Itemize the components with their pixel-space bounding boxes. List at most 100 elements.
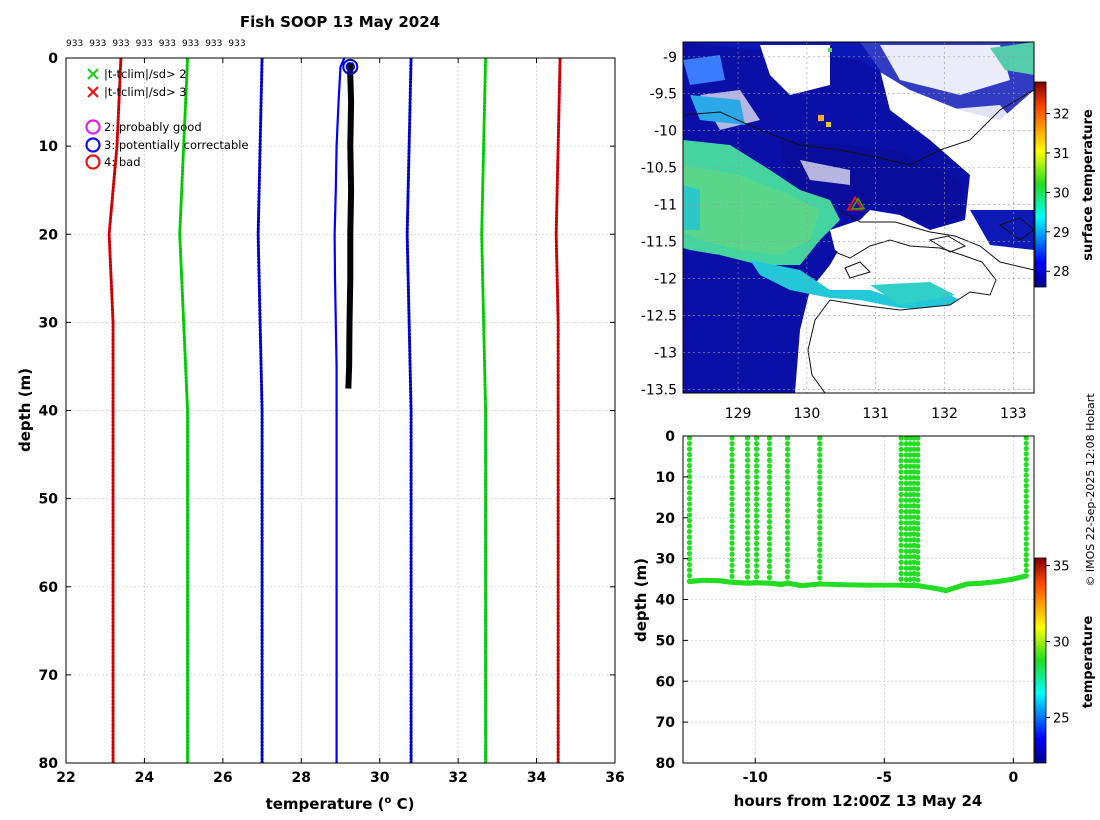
cast-point <box>911 542 917 548</box>
cast-point <box>729 518 735 524</box>
profile-xlabel-end: C) <box>391 795 414 813</box>
legend-x-symbol <box>87 68 99 80</box>
cast-point <box>766 513 773 519</box>
cast-point <box>766 468 773 475</box>
cast-point <box>817 502 823 508</box>
top-count-label: 933 <box>228 39 245 49</box>
cast-point <box>1023 525 1029 531</box>
cast-point <box>686 457 693 463</box>
profile-legend: |t-tclim|/sd> 2 |t-tclim|/sd> 3 2: probabl… <box>85 67 249 170</box>
cast-point <box>817 469 823 475</box>
cast-point <box>744 463 751 469</box>
cast-point <box>1023 536 1029 542</box>
cast-point <box>784 552 791 558</box>
cast-point <box>898 469 904 475</box>
cast-point <box>907 463 913 469</box>
cast-point <box>766 507 773 514</box>
cast-point <box>753 574 760 580</box>
cast-point <box>915 583 921 589</box>
cast-point <box>915 480 921 487</box>
cast-point <box>686 468 693 474</box>
cast-point <box>907 582 913 588</box>
cast-point <box>753 485 760 491</box>
figure-title: Fish SOOP 13 May 2024 <box>240 13 440 31</box>
cast-point <box>903 559 909 566</box>
cast-point <box>903 509 909 515</box>
cast-point <box>915 458 921 464</box>
cast-point <box>729 523 735 530</box>
cast-point <box>686 484 693 491</box>
map-y-tick-label: -10 <box>654 124 677 140</box>
cast-point <box>915 537 921 543</box>
cast-point <box>1023 440 1029 446</box>
cast-point <box>903 537 909 543</box>
sst-map-image <box>683 42 1034 393</box>
x-tick-label: 36 <box>605 770 624 786</box>
cast-point <box>817 463 823 469</box>
cast-point <box>784 452 791 458</box>
cast-point <box>784 436 791 441</box>
cast-point <box>903 520 909 526</box>
cast-point <box>1023 451 1029 457</box>
map-y-tick-label: -10.5 <box>641 161 677 177</box>
cast-point <box>817 536 823 542</box>
map-x-tick-label: 133 <box>1000 406 1027 422</box>
cast-point <box>898 582 904 588</box>
sst-colorbar-label: surface temperature <box>1081 109 1096 261</box>
top-count-label: 933 <box>66 39 83 49</box>
cast-point <box>686 506 693 513</box>
cast-point <box>911 458 917 464</box>
cast-point <box>903 463 909 469</box>
flag-marker <box>342 58 359 75</box>
legend-circle-symbol <box>85 137 101 153</box>
cast-point <box>817 513 823 519</box>
cast-point <box>817 457 823 464</box>
cast-point <box>744 496 751 502</box>
cast-point <box>817 436 823 441</box>
cast-point <box>784 496 791 502</box>
cast-point <box>915 497 921 504</box>
cast-point <box>753 496 760 502</box>
cast-point <box>915 446 921 452</box>
cast-point <box>766 446 773 452</box>
cast-point <box>753 551 760 558</box>
map-y-tick-label: -9 <box>663 50 677 66</box>
cast-point <box>911 576 917 582</box>
cast-point <box>744 580 751 586</box>
cast-point <box>911 570 917 577</box>
cast-point <box>907 537 913 543</box>
cast-point <box>1023 530 1029 537</box>
cast-point <box>911 531 917 537</box>
cast-point <box>817 452 823 458</box>
map-x-tick-label: 130 <box>794 406 821 422</box>
cast-point <box>915 571 921 577</box>
cast-point <box>766 541 773 547</box>
cast-point <box>898 537 904 543</box>
profile-xlabel-main: temperature ( <box>266 795 385 813</box>
cast-point <box>898 576 904 582</box>
cast-point <box>729 474 735 480</box>
cast-point <box>1023 477 1029 484</box>
map-y-tick-label: -12.5 <box>641 308 677 324</box>
cast-point <box>903 576 909 583</box>
cast-point <box>753 457 760 463</box>
x-tick-label: 24 <box>135 770 155 786</box>
cast-point <box>817 480 823 486</box>
dt-y-tick-label: 50 <box>656 633 676 649</box>
cast-point <box>753 468 760 474</box>
cast-point <box>784 468 791 475</box>
cast-point <box>817 446 823 452</box>
cast-point <box>903 486 909 492</box>
cast-point <box>729 479 735 485</box>
cast-point <box>907 492 913 498</box>
cast-point <box>766 480 773 486</box>
top-count-label: 933 <box>89 39 106 49</box>
observed-profile-line <box>345 62 355 389</box>
cast-point <box>744 530 751 536</box>
cast-point <box>898 446 904 452</box>
cast-point <box>766 452 773 458</box>
mean-line <box>333 58 346 763</box>
cast-point <box>817 569 823 575</box>
cast-point <box>1023 520 1029 526</box>
